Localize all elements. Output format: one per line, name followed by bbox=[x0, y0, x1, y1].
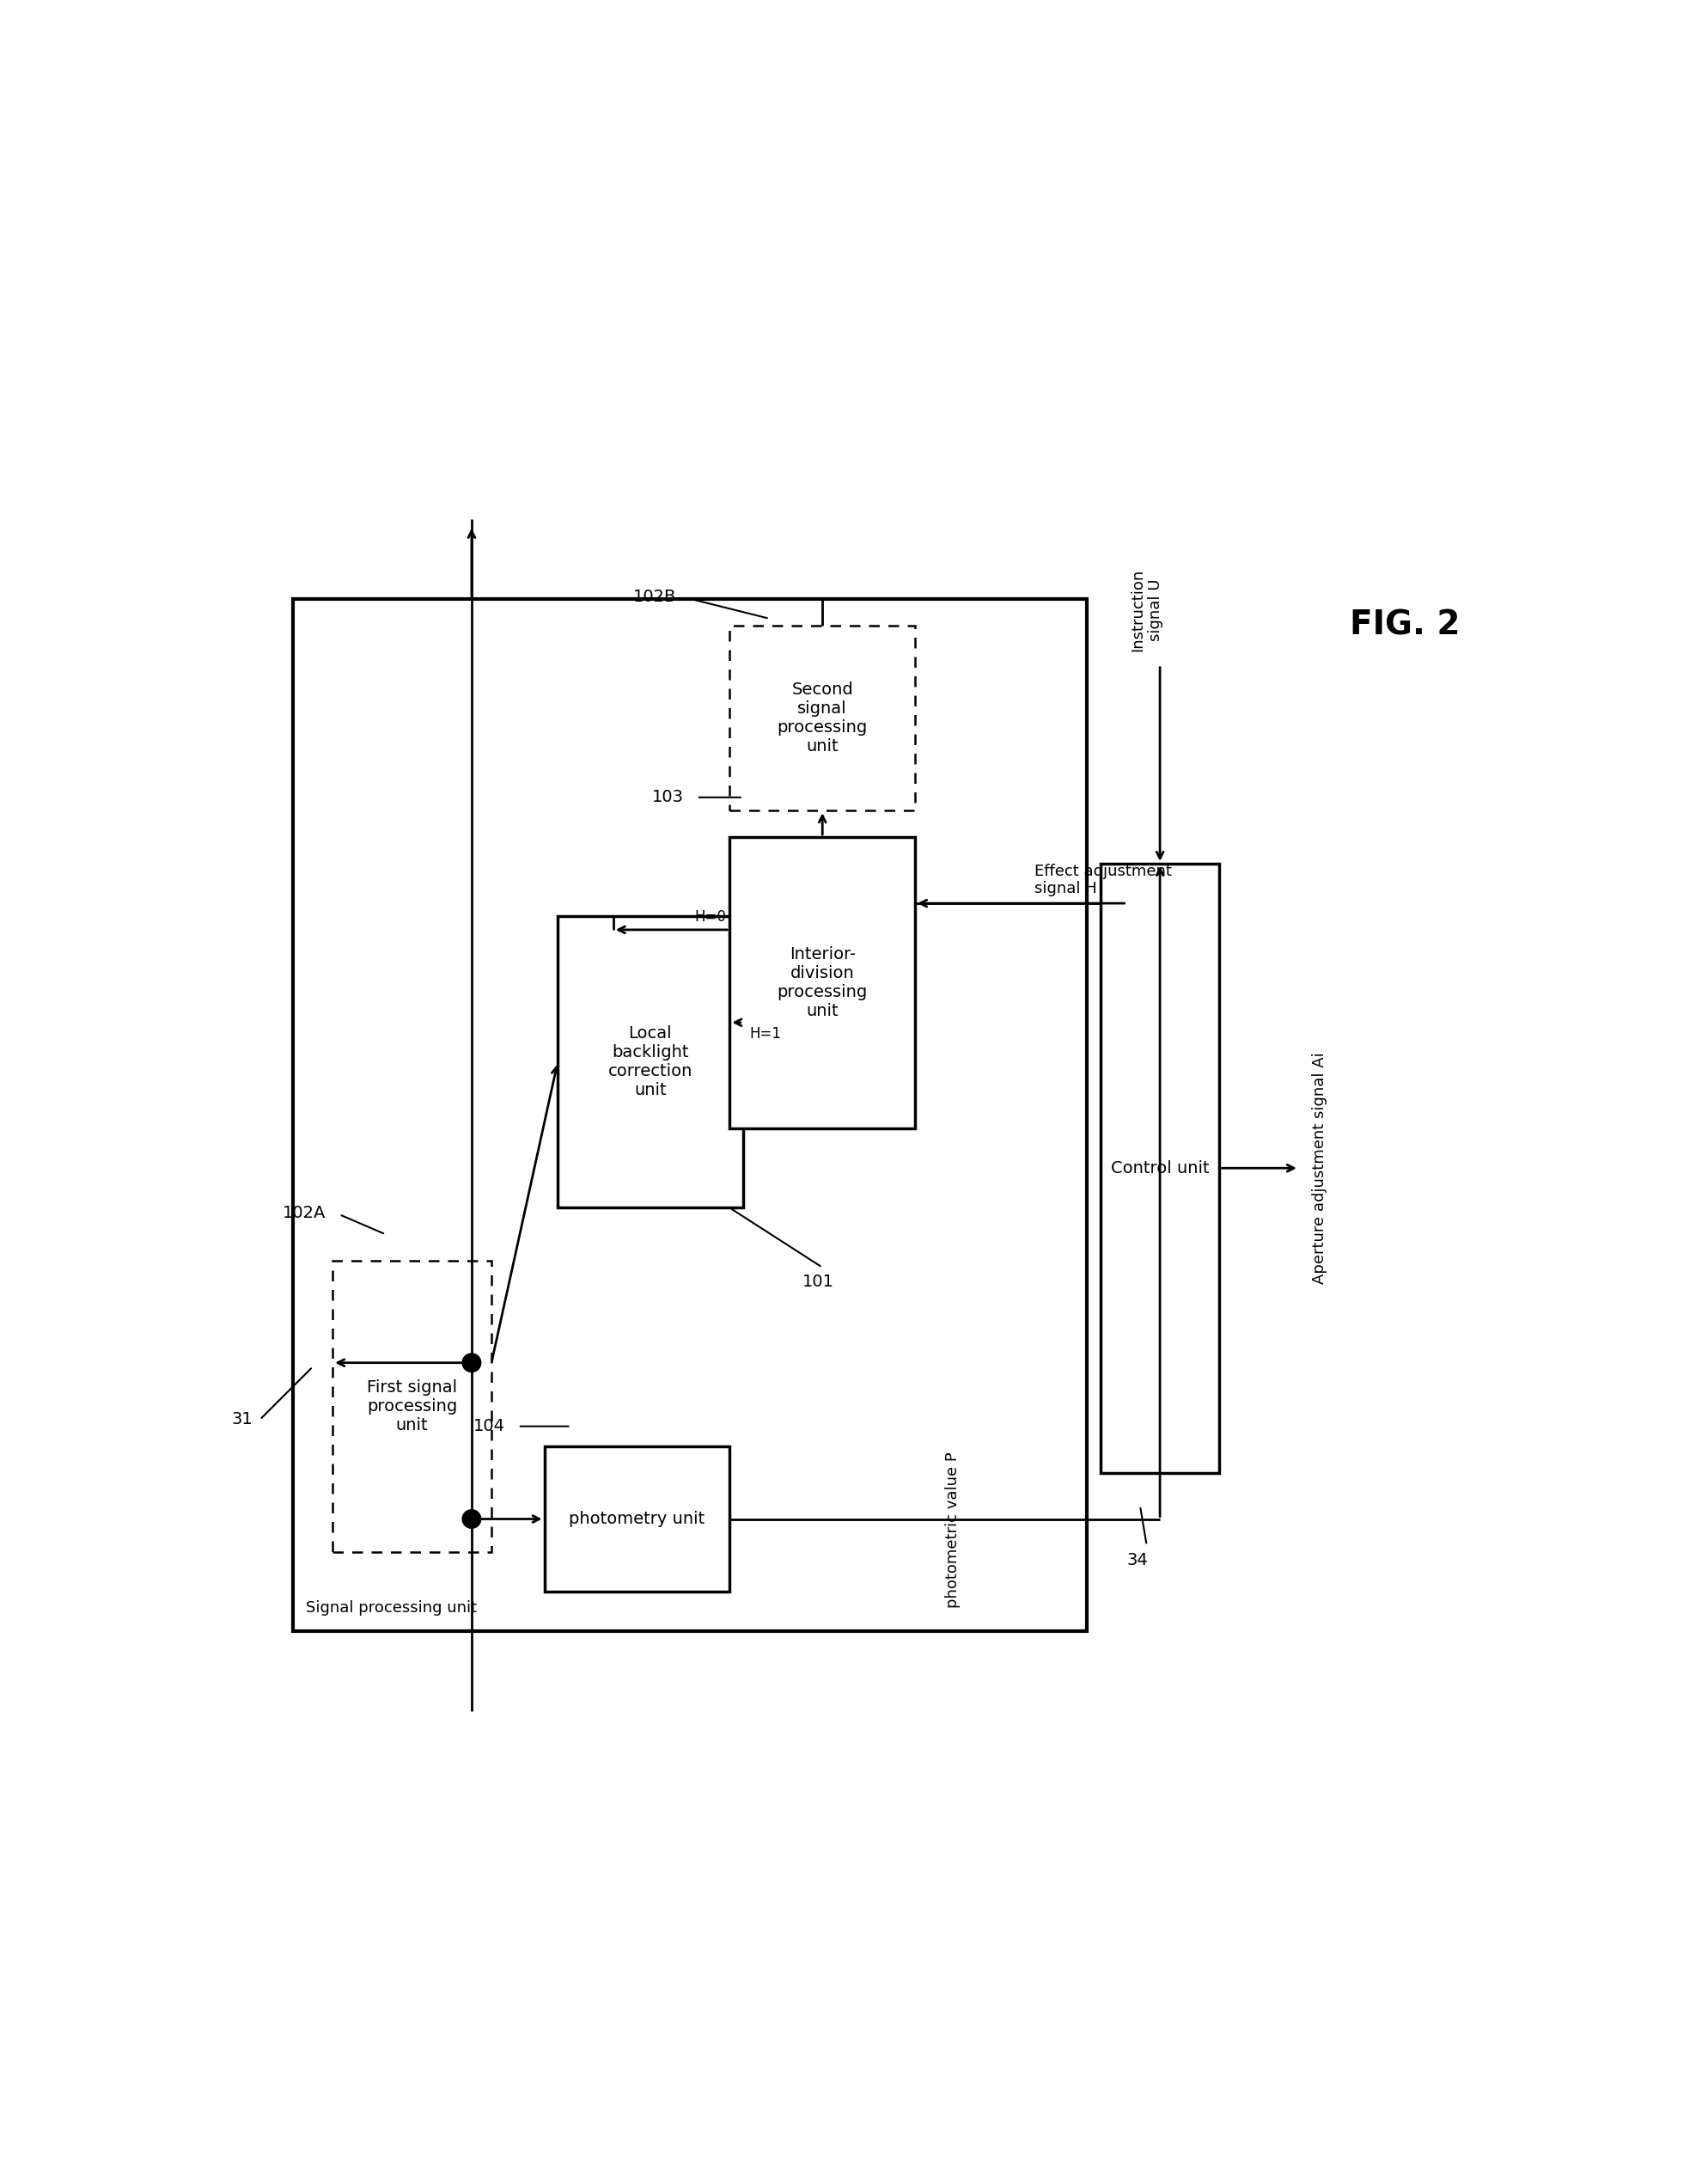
Text: 102A: 102A bbox=[284, 1204, 326, 1222]
Text: FIG. 2: FIG. 2 bbox=[1349, 609, 1460, 642]
Bar bbox=[559, 916, 743, 1209]
Text: 102B: 102B bbox=[634, 589, 676, 604]
Bar bbox=[729, 626, 915, 812]
Text: 31: 31 bbox=[232, 1412, 253, 1427]
Text: H=0: H=0 bbox=[693, 910, 726, 925]
Text: photometric value P: photometric value P bbox=[945, 1451, 960, 1608]
Text: Aperture adjustment signal Ai: Aperture adjustment signal Ai bbox=[1312, 1052, 1327, 1283]
Bar bbox=[545, 1447, 729, 1593]
Text: Signal processing unit: Signal processing unit bbox=[306, 1599, 477, 1615]
Text: 34: 34 bbox=[1127, 1551, 1148, 1569]
Text: 104: 104 bbox=[473, 1418, 506, 1434]
Bar bbox=[333, 1261, 492, 1551]
Text: Instruction
signal U: Instruction signal U bbox=[1131, 570, 1163, 652]
Circle shape bbox=[463, 1510, 482, 1527]
Text: Control unit: Control unit bbox=[1110, 1161, 1209, 1176]
Circle shape bbox=[463, 1353, 482, 1372]
Text: H=1: H=1 bbox=[750, 1026, 781, 1043]
Text: Second
signal
processing
unit: Second signal processing unit bbox=[777, 681, 868, 755]
Text: First signal
processing
unit: First signal processing unit bbox=[367, 1379, 458, 1434]
Text: Local
backlight
correction
unit: Local backlight correction unit bbox=[608, 1026, 692, 1100]
Text: 101: 101 bbox=[803, 1274, 834, 1290]
Text: 103: 103 bbox=[652, 790, 683, 805]
Text: photometry unit: photometry unit bbox=[569, 1510, 705, 1527]
Bar bbox=[1100, 864, 1220, 1473]
Bar bbox=[729, 838, 915, 1128]
Text: Effect adjustment
signal H: Effect adjustment signal H bbox=[1035, 864, 1172, 897]
Bar bbox=[294, 598, 1086, 1632]
Text: Interior-
division
processing
unit: Interior- division processing unit bbox=[777, 947, 868, 1019]
